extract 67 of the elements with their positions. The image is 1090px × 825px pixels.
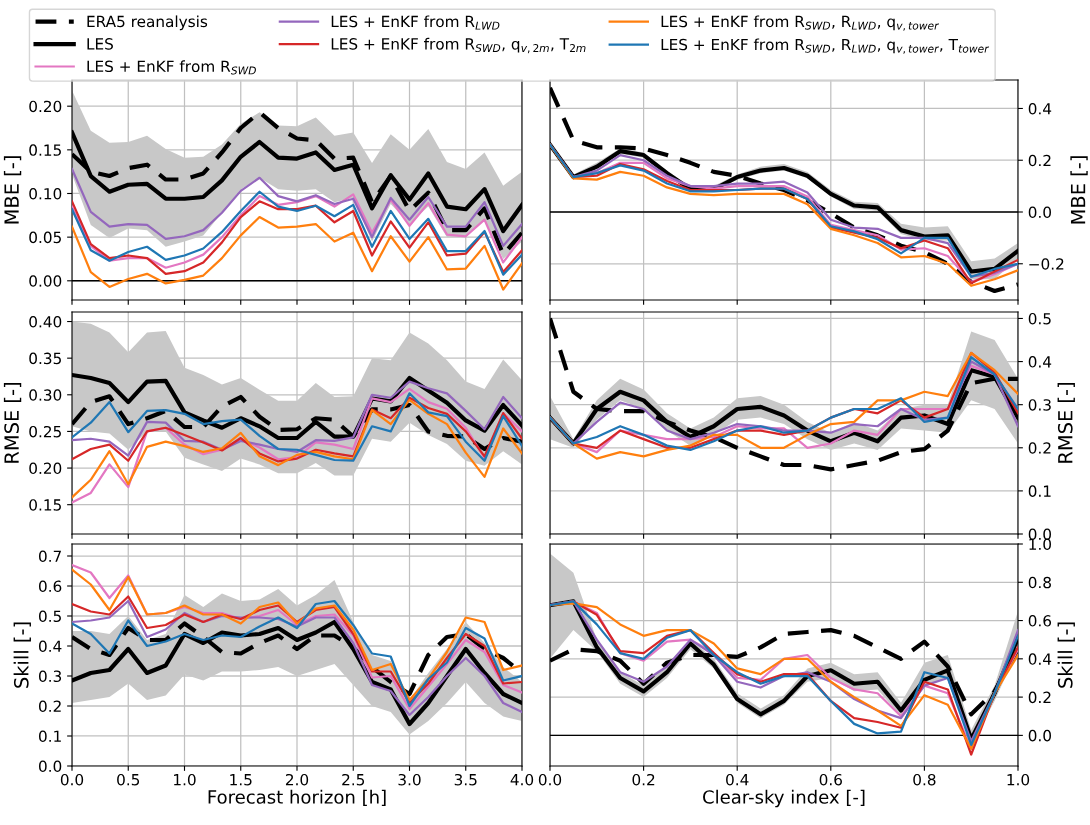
- x-tick-label: 1.0: [1007, 773, 1030, 786]
- x-axis-title: Clear-sky index [-]: [703, 789, 865, 808]
- legend-label: LES + EnKF from R$_{SWD}$, R$_{LWD}$, q$_{v,tower}$: [661, 15, 940, 31]
- x-tick-label: 0.0: [60, 773, 84, 786]
- y-tick-label: 0.4: [38, 640, 62, 653]
- y-tick-label: 0.05: [29, 231, 61, 244]
- y-axis-title: MBE [-]: [3, 156, 22, 224]
- y-tick-label: 0.0: [1028, 729, 1051, 742]
- y-tick-label: 0.20: [29, 100, 62, 113]
- y-tick-label: 0.30: [29, 389, 62, 401]
- legend-label: LES + EnKF from R$_{SWD}$: [87, 60, 256, 75]
- x-tick-label: 2.0: [285, 773, 309, 786]
- y-tick-label: 0.2: [1028, 442, 1051, 454]
- y-tick-label: 0.20: [29, 462, 62, 475]
- x-tick-label: 0.5: [117, 773, 140, 786]
- y-tick-label: 0.35: [29, 352, 61, 365]
- y-tick-label: 0.5: [1028, 312, 1051, 325]
- y-tick-label: 0.1: [1028, 485, 1051, 497]
- legend-label: LES + EnKF from R$_{SWD}$, R$_{LWD}$, q$_{v,tower}$, T$_{tower}$: [661, 38, 990, 54]
- y-tick-label: 0.2: [38, 700, 61, 713]
- y-tick-label: 0.3: [1028, 399, 1051, 411]
- x-axis-title: Forecast horizon [h]: [208, 789, 386, 806]
- y-tick-label: 0.15: [29, 499, 61, 511]
- x-tick-label: 3.0: [398, 773, 421, 786]
- y-tick-label: 0.8: [1028, 576, 1051, 589]
- x-tick-label: 1.0: [174, 773, 196, 786]
- y-tick-label: 0.00: [29, 275, 62, 287]
- x-tick-label: 0.8: [913, 773, 936, 786]
- x-tick-label: 2.5: [342, 773, 365, 786]
- y-tick-label: 0.0: [38, 760, 62, 773]
- y-axis-title: Skill [-]: [13, 622, 31, 688]
- y-tick-label: 0.0: [1028, 528, 1051, 541]
- line-series: [72, 167, 522, 247]
- x-tick-label: 4.0: [510, 773, 534, 786]
- x-tick-label: 1.5: [230, 774, 252, 786]
- y-tick-label: 0.6: [1028, 615, 1052, 627]
- legend-label: LES + EnKF from R$_{LWD}$: [331, 15, 500, 30]
- y-tick-label: 0.4: [1028, 356, 1052, 368]
- x-tick-label: 0.0: [538, 773, 562, 786]
- y-tick-label: 0.4: [1028, 653, 1052, 665]
- y-tick-label: 0.6: [38, 580, 62, 593]
- legend-label: LES: [87, 38, 113, 50]
- y-tick-label: 0.1: [38, 730, 61, 743]
- y-axis-title: MBE [-]: [1070, 156, 1088, 224]
- y-tick-label: 0.40: [29, 315, 62, 328]
- line-series: [72, 380, 522, 457]
- y-tick-label: 0.25: [29, 425, 61, 438]
- x-tick-label: 0.6: [819, 773, 842, 786]
- y-tick-label: 0.7: [38, 550, 61, 563]
- y-axis-title: RMSE [-]: [1057, 383, 1075, 463]
- x-tick-label: 0.2: [632, 773, 655, 786]
- y-tick-label: 0.3: [38, 670, 62, 683]
- y-tick-label: 0.10: [29, 187, 62, 200]
- x-tick-label: 0.4: [726, 773, 749, 786]
- x-tick-label: 3.5: [454, 773, 477, 786]
- y-tick-label: 0.15: [29, 144, 61, 156]
- y-tick-label: 0.0: [1028, 206, 1051, 219]
- y-tick-label: 0.2: [1028, 154, 1051, 167]
- legend-label: ERA5 reanalysis: [87, 15, 208, 31]
- legend-label: LES + EnKF from R$_{SWD}$, q$_{v,2m}$, T$_{2m}$: [331, 37, 586, 54]
- y-tick-label: 0.2: [1028, 691, 1051, 704]
- y-axis-title: RMSE [-]: [3, 383, 22, 463]
- y-tick-label: 1.0: [1029, 538, 1051, 551]
- y-tick-label: 0.5: [38, 610, 61, 623]
- y-axis-title: Skill [-]: [1057, 622, 1075, 688]
- y-tick-label: −0.2: [1029, 258, 1064, 270]
- y-tick-label: 0.4: [1028, 102, 1052, 115]
